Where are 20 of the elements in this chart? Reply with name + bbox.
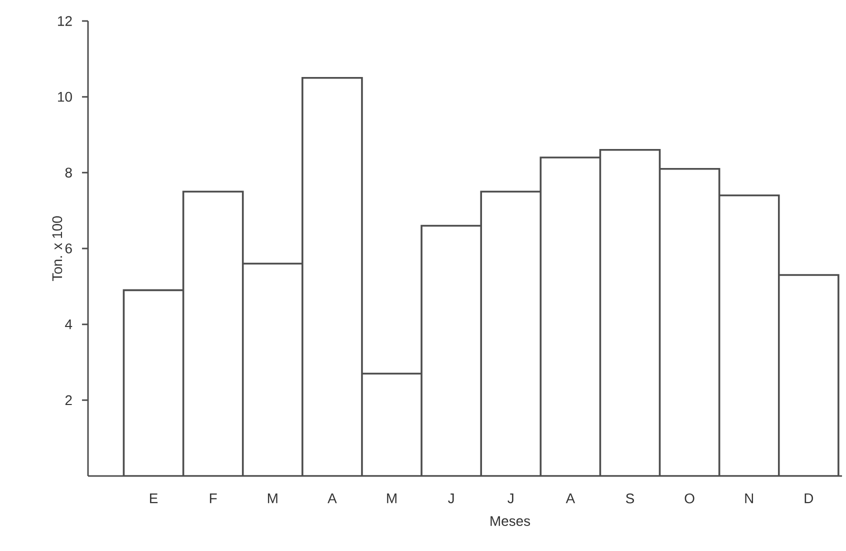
y-tick-label: 10 [58,92,72,102]
x-tick-label: F [210,494,217,504]
y-tick-label: 2 [65,395,72,406]
x-tick-label: J [448,494,454,504]
y-tick-label: 4 [65,320,72,330]
x-tick-label: A [566,494,576,504]
y-tick-label: 8 [65,168,72,178]
x-tick-label: J [508,494,514,504]
x-axis-title: Meses [490,516,530,526]
x-tick-label: D [804,494,814,504]
x-tick-label: S [626,493,634,504]
y-tick-label: 6 [65,244,72,254]
x-tick-label: N [745,494,753,504]
y-axis-title: Ton. x 100 [52,216,62,281]
x-tick-label: A [328,494,337,504]
x-tick-label: E [150,494,158,504]
x-tick-label: M [268,494,278,504]
x-tick-label: M [387,494,396,504]
y-tick-label: 12 [58,16,72,26]
x-tick-label: O [684,493,694,504]
